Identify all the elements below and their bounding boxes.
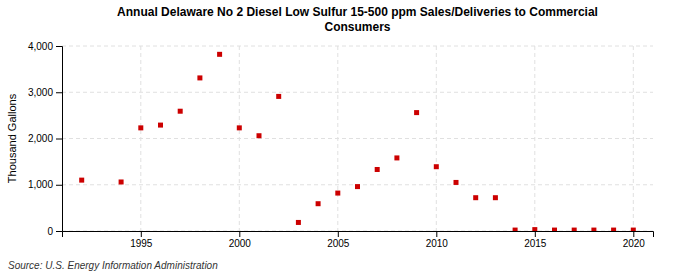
point — [257, 133, 262, 138]
x-tick-label: 2010 — [426, 238, 449, 249]
y-tick-label: 4,000 — [28, 41, 53, 52]
x-tick: 2000 — [229, 231, 252, 249]
point — [532, 227, 537, 231]
y-tick-label: 0 — [47, 226, 53, 237]
x-tick-mark — [436, 231, 437, 237]
point — [355, 184, 360, 189]
x-tick-mark — [633, 231, 634, 237]
y-tick: 3,000 — [28, 87, 62, 98]
point — [493, 195, 498, 200]
point — [375, 167, 380, 172]
x-tick-mark — [535, 231, 536, 237]
point — [178, 109, 183, 114]
x-tick: 2010 — [426, 231, 449, 249]
y-tick: 1,000 — [28, 179, 62, 190]
point — [276, 94, 281, 99]
point — [158, 123, 163, 128]
point — [138, 125, 143, 130]
point — [591, 228, 596, 231]
x-tick: 2005 — [327, 231, 350, 249]
y-tick-label: 3,000 — [28, 87, 53, 98]
point — [296, 220, 301, 225]
y-axis-title: Thousand Gallons — [6, 93, 18, 183]
point — [197, 75, 202, 80]
point — [414, 110, 419, 115]
y-tick: 0 — [47, 226, 62, 237]
x-axis-line — [63, 232, 654, 238]
chart: 1995 2000 2005 2010 2015 2020 0 1,000 2,000 3,000… — [0, 0, 675, 275]
y-tick-label: 1,000 — [28, 179, 53, 190]
x-tick-mark — [338, 231, 339, 237]
point — [631, 228, 636, 231]
title: Annual Delaware No 2 Diesel Low Sulfur 1… — [117, 5, 598, 34]
y-tick-mark — [56, 46, 62, 47]
x-tick-mark — [141, 231, 142, 237]
point — [434, 164, 439, 169]
point — [217, 52, 222, 57]
source-note: Source: U.S. Energy Information Administ… — [8, 260, 218, 271]
point — [473, 195, 478, 200]
point — [316, 201, 321, 206]
point — [237, 125, 242, 130]
y-tick-label: 2,000 — [28, 133, 53, 144]
grid — [62, 46, 653, 231]
y-tick: 4,000 — [28, 41, 62, 52]
point — [394, 155, 399, 160]
y-grid-line — [62, 138, 653, 139]
point — [552, 228, 557, 231]
point — [335, 191, 340, 196]
y-axis: 0 1,000 2,000 3,000 4,000 — [28, 41, 63, 237]
y-tick-mark — [56, 92, 62, 93]
x-tick-label: 2020 — [623, 238, 646, 249]
x-tick-label: 2005 — [327, 238, 350, 249]
y-tick: 2,000 — [28, 133, 62, 144]
x-tick: 2015 — [524, 231, 547, 249]
x-tick-label: 1995 — [130, 238, 153, 249]
point — [572, 228, 577, 231]
y-tick-mark — [56, 185, 62, 186]
point — [454, 180, 459, 185]
x-tick-label: 2015 — [524, 238, 547, 249]
y-axis-line — [56, 47, 63, 232]
x-tick-mark — [239, 231, 240, 237]
x-tick: 1995 — [130, 231, 153, 249]
points — [79, 52, 636, 231]
x-tick: 2020 — [623, 231, 646, 249]
plot: 1995 2000 2005 2010 2015 2020 0 1,000 2,000 3,000… — [28, 41, 654, 249]
point — [119, 179, 124, 184]
point — [513, 228, 518, 231]
y-grid-line — [62, 92, 653, 93]
point — [79, 178, 84, 183]
y-tick-mark — [56, 231, 62, 232]
x-axis: 1995 2000 2005 2010 2015 2020 — [63, 231, 654, 249]
x-tick-label: 2000 — [229, 238, 252, 249]
y-tick-mark — [56, 139, 62, 140]
y-grid-line — [62, 46, 653, 47]
point — [611, 228, 616, 231]
